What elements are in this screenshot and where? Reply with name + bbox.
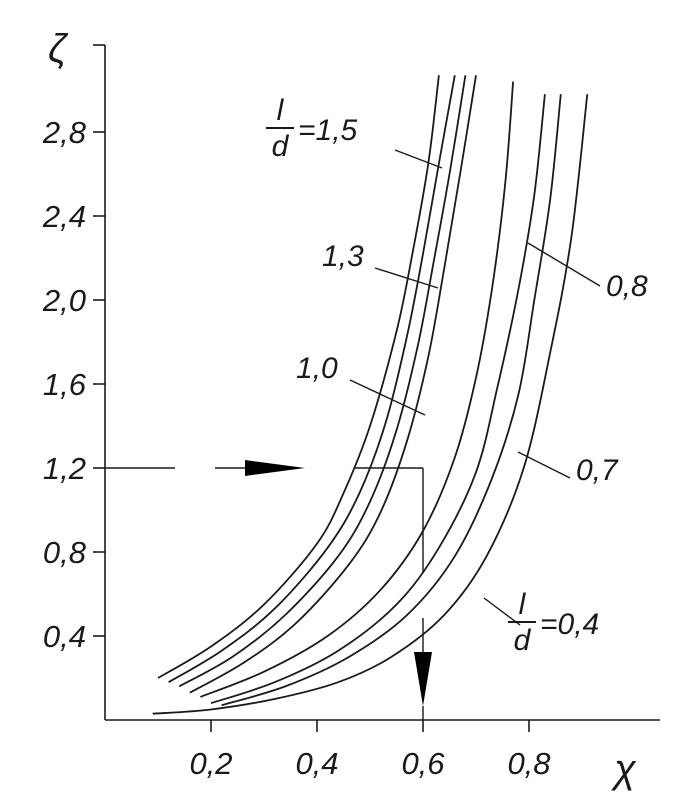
y-ticks: 0,4 0,8 1,2 1,6 2,0 2,4 2,8 <box>42 44 105 654</box>
curves <box>152 75 589 715</box>
fraction-numerator: l <box>519 588 527 621</box>
y-tick-label: 2,8 <box>42 115 87 150</box>
x-ticks: 0,2 0,4 0,6 0,8 <box>189 720 551 781</box>
curve-label: =1,5 <box>298 114 358 147</box>
label-leader-line <box>527 242 601 287</box>
curve-label: 1,0 <box>296 352 338 385</box>
series-line <box>168 75 456 683</box>
x-axis-title: χ <box>611 747 637 791</box>
y-axis-title: ζ <box>48 27 69 71</box>
arrow-right-icon <box>245 460 305 476</box>
y-tick-label: 2,4 <box>42 199 86 234</box>
y-tick-label: 2,0 <box>42 283 86 318</box>
label-leader-line <box>374 267 439 289</box>
y-tick-label: 1,2 <box>43 451 86 486</box>
series-line <box>189 75 477 694</box>
y-tick-label: 1,6 <box>43 367 87 402</box>
x-tick-label: 0,4 <box>295 746 338 781</box>
label-leader-line <box>349 379 426 416</box>
series-line <box>178 75 467 688</box>
guide-lines <box>105 460 432 720</box>
curve-label: 0,7 <box>576 454 619 487</box>
label-leader-line <box>517 451 571 479</box>
series-line <box>221 94 562 707</box>
y-tick-label: 0,8 <box>43 535 87 570</box>
series-line <box>200 81 514 698</box>
curve-label: 1,3 <box>322 240 364 273</box>
curve-label: 0,8 <box>606 270 648 303</box>
y-tick-label: 0,4 <box>43 619 86 654</box>
arrow-down-icon <box>414 652 432 706</box>
curve-labels: ld =1,51,31,00,80,7ld =0,4 <box>266 94 648 657</box>
series-line <box>152 94 589 715</box>
x-tick-label: 0,8 <box>507 746 551 781</box>
series-line <box>210 94 546 705</box>
series-line <box>157 75 440 679</box>
fraction-numerator: l <box>277 94 285 127</box>
curve-label: =0,4 <box>540 608 599 641</box>
fraction-denominator: d <box>514 624 532 657</box>
fraction-denominator: d <box>272 130 290 163</box>
x-tick-label: 0,6 <box>401 746 445 781</box>
label-leader-line <box>394 149 443 169</box>
label-leader-line <box>483 597 521 626</box>
axes <box>104 45 660 721</box>
x-tick-label: 0,2 <box>189 746 232 781</box>
